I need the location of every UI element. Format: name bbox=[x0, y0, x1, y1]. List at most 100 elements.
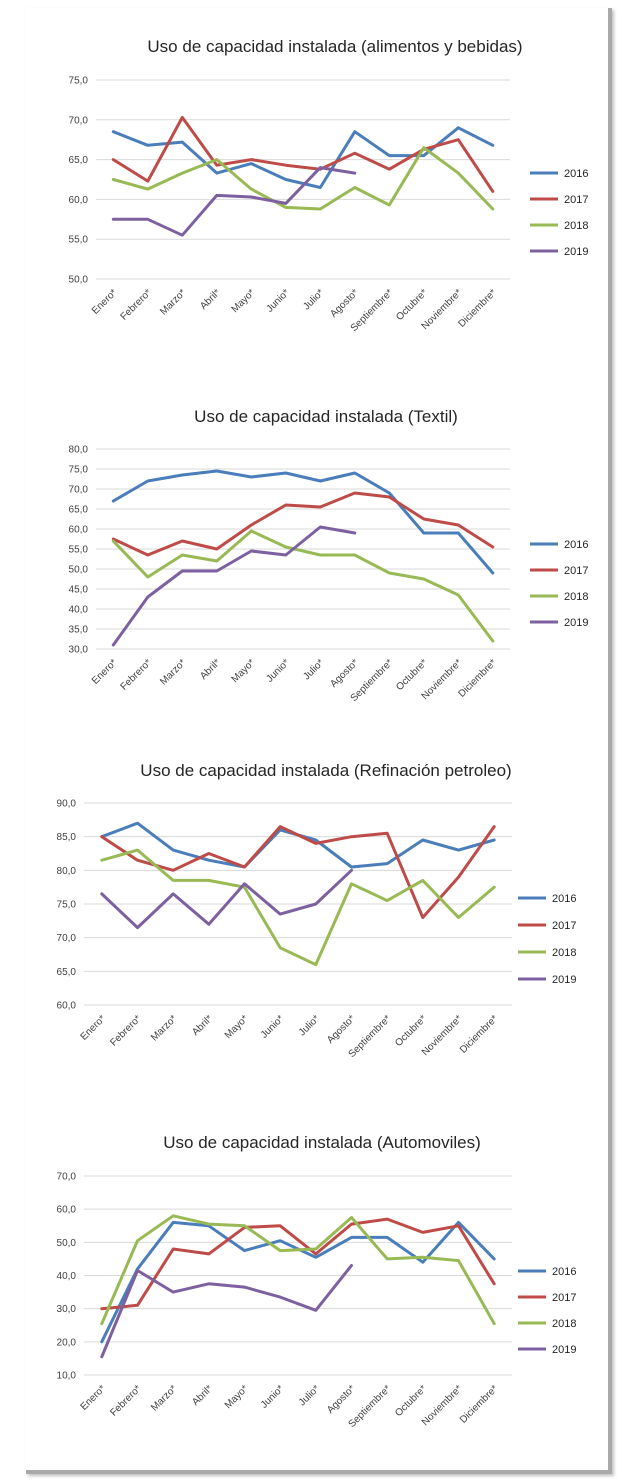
legend-label: 2019 bbox=[564, 617, 588, 629]
x-tick-label: Abril* bbox=[190, 1383, 215, 1408]
y-tick-label: 60,0 bbox=[57, 1001, 77, 1012]
x-tick-label: Febrero* bbox=[108, 1383, 143, 1418]
x-tick-label: Junio* bbox=[259, 1383, 287, 1411]
y-tick-label: 50,0 bbox=[57, 1238, 77, 1249]
x-tick-label: Marzo* bbox=[149, 1383, 179, 1413]
x-tick-label: Agosto* bbox=[328, 657, 361, 690]
legend-label: 2017 bbox=[564, 565, 588, 577]
y-tick-label: 40,0 bbox=[69, 605, 89, 616]
x-tick-label: Febrero* bbox=[119, 287, 154, 322]
series-line-2016 bbox=[111, 469, 495, 575]
x-tick-label: Enero* bbox=[90, 657, 119, 686]
x-tick-label: Agosto* bbox=[325, 1383, 358, 1416]
x-tick-label: Abril* bbox=[190, 1013, 215, 1038]
x-tick-label: Junio* bbox=[264, 287, 292, 315]
legend-label: 2017 bbox=[552, 920, 576, 932]
y-tick-label: 60,0 bbox=[69, 525, 89, 536]
y-tick-label: 30,0 bbox=[57, 1304, 77, 1315]
x-tick-label: Febrero* bbox=[119, 657, 154, 692]
series-line-2019 bbox=[111, 166, 357, 237]
y-tick-label: 40,0 bbox=[57, 1271, 77, 1282]
chart-textil: Uso de capacidad instalada (Textil) 30,0… bbox=[69, 407, 589, 704]
x-tick-label: Enero* bbox=[79, 1013, 108, 1042]
x-tick-label: Marzo* bbox=[158, 287, 188, 317]
y-tick-label: 10,0 bbox=[57, 1371, 77, 1382]
series-line-2017 bbox=[111, 491, 495, 557]
y-tick-label: 45,0 bbox=[69, 585, 89, 596]
x-tick-label: Enero* bbox=[90, 287, 119, 316]
legend-label: 2018 bbox=[552, 1318, 576, 1330]
chart-alimentos-bebidas: Uso de capacidad instalada (alimentos y … bbox=[69, 37, 589, 334]
x-tick-label: Marzo* bbox=[158, 657, 188, 687]
series-line-2017 bbox=[100, 1217, 496, 1311]
report-sheet bbox=[26, 8, 612, 1474]
series-line-2017 bbox=[100, 825, 496, 919]
chart-title: Uso de capacidad instalada (alimentos y … bbox=[147, 37, 522, 56]
y-tick-label: 65,0 bbox=[57, 967, 77, 978]
y-tick-label: 35,0 bbox=[69, 625, 89, 636]
x-tick-label: Abril* bbox=[198, 287, 223, 312]
legend-label: 2018 bbox=[564, 220, 588, 232]
series-line-2016 bbox=[100, 821, 496, 869]
x-tick-label: Diciembre* bbox=[458, 1383, 500, 1425]
series-line-2018 bbox=[100, 848, 496, 967]
x-tick-label: Mayo* bbox=[230, 287, 258, 315]
series-line-2019 bbox=[100, 868, 353, 930]
chart-title: Uso de capacidad instalada (Refinación p… bbox=[140, 761, 511, 780]
series-line-2018 bbox=[111, 529, 495, 643]
series-line-2019 bbox=[100, 1264, 353, 1359]
legend-label: 2018 bbox=[552, 947, 576, 959]
y-tick-label: 50,0 bbox=[69, 275, 89, 286]
legend-label: 2017 bbox=[564, 194, 588, 206]
y-tick-label: 70,0 bbox=[57, 933, 77, 944]
y-tick-label: 50,0 bbox=[69, 565, 89, 576]
x-tick-label: Abril* bbox=[198, 657, 223, 682]
x-tick-label: Julio* bbox=[297, 1013, 322, 1038]
x-tick-label: Octubre* bbox=[394, 657, 430, 693]
y-tick-label: 75,0 bbox=[57, 900, 77, 911]
y-tick-label: 60,0 bbox=[57, 1205, 77, 1216]
series-line-2019 bbox=[111, 525, 357, 647]
x-tick-label: Mayo* bbox=[223, 1013, 251, 1041]
legend-label: 2016 bbox=[564, 168, 588, 180]
series-line-2017 bbox=[111, 115, 495, 193]
series-line-2018 bbox=[111, 146, 495, 211]
y-tick-label: 85,0 bbox=[57, 832, 77, 843]
x-tick-label: Octubre* bbox=[393, 1013, 429, 1049]
legend-label: 2016 bbox=[552, 893, 576, 905]
y-tick-label: 75,0 bbox=[69, 465, 89, 476]
series-line-2018 bbox=[100, 1214, 496, 1326]
legend-label: 2016 bbox=[552, 1266, 576, 1278]
x-tick-label: Julio* bbox=[301, 657, 326, 682]
y-tick-label: 75,0 bbox=[69, 76, 89, 87]
x-tick-label: Junio* bbox=[259, 1013, 287, 1041]
legend-label: 2017 bbox=[552, 1292, 576, 1304]
x-tick-label: Mayo* bbox=[223, 1383, 251, 1411]
x-tick-label: Diciembre* bbox=[458, 1013, 500, 1055]
y-tick-label: 55,0 bbox=[69, 235, 89, 246]
legend-label: 2019 bbox=[552, 974, 576, 986]
y-tick-label: 70,0 bbox=[57, 1172, 77, 1183]
x-tick-label: Agosto* bbox=[328, 287, 361, 320]
y-tick-label: 60,0 bbox=[69, 195, 89, 206]
y-tick-label: 20,0 bbox=[57, 1337, 77, 1348]
x-tick-label: Junio* bbox=[264, 657, 292, 685]
y-tick-label: 80,0 bbox=[57, 866, 77, 877]
chart-title: Uso de capacidad instalada (Automoviles) bbox=[163, 1133, 481, 1152]
x-tick-label: Octubre* bbox=[393, 1383, 429, 1419]
x-tick-label: Febrero* bbox=[108, 1013, 143, 1048]
legend-label: 2019 bbox=[564, 246, 588, 258]
legend-label: 2018 bbox=[564, 591, 588, 603]
x-tick-label: Octubre* bbox=[394, 287, 430, 323]
y-tick-label: 65,0 bbox=[69, 155, 89, 166]
legend-label: 2019 bbox=[552, 1344, 576, 1356]
x-tick-label: Julio* bbox=[301, 287, 326, 312]
x-tick-label: Marzo* bbox=[149, 1013, 179, 1043]
chart-refinacion-petroleo: Uso de capacidad instalada (Refinación p… bbox=[57, 761, 577, 1060]
y-tick-label: 70,0 bbox=[69, 115, 89, 126]
y-tick-label: 30,0 bbox=[69, 645, 89, 656]
y-tick-label: 55,0 bbox=[69, 545, 89, 556]
y-tick-label: 65,0 bbox=[69, 505, 89, 516]
x-tick-label: Mayo* bbox=[230, 657, 258, 685]
